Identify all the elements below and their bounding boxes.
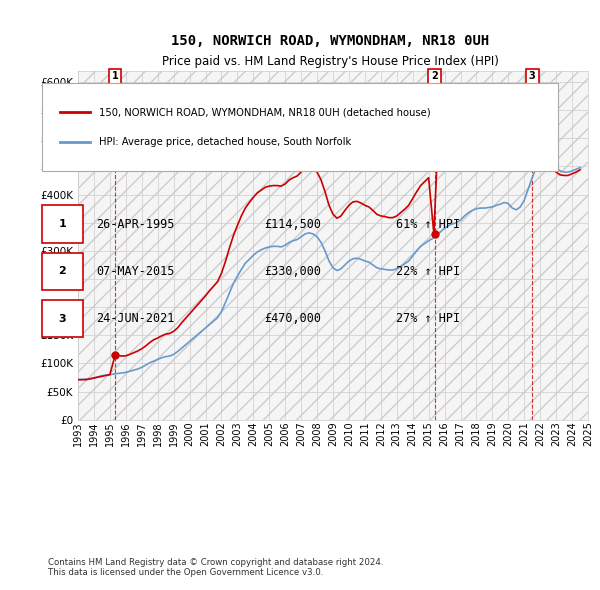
Text: 24-JUN-2021: 24-JUN-2021 [96, 312, 175, 325]
Text: Contains HM Land Registry data © Crown copyright and database right 2024.
This d: Contains HM Land Registry data © Crown c… [48, 558, 383, 577]
Text: 3: 3 [59, 314, 66, 323]
Text: £330,000: £330,000 [264, 265, 321, 278]
Text: 1: 1 [59, 219, 66, 229]
Text: 61% ↑ HPI: 61% ↑ HPI [396, 218, 460, 231]
Text: 2: 2 [59, 267, 66, 276]
Text: 22% ↑ HPI: 22% ↑ HPI [396, 265, 460, 278]
Text: 2: 2 [431, 71, 438, 81]
Text: Price paid vs. HM Land Registry's House Price Index (HPI): Price paid vs. HM Land Registry's House … [161, 55, 499, 68]
Text: 07-MAY-2015: 07-MAY-2015 [96, 265, 175, 278]
Text: 3: 3 [529, 71, 536, 81]
Text: 26-APR-1995: 26-APR-1995 [96, 218, 175, 231]
Text: HPI: Average price, detached house, South Norfolk: HPI: Average price, detached house, Sout… [99, 137, 351, 146]
Text: £114,500: £114,500 [264, 218, 321, 231]
Text: 1: 1 [112, 71, 119, 81]
Text: £470,000: £470,000 [264, 312, 321, 325]
Text: 150, NORWICH ROAD, WYMONDHAM, NR18 0UH: 150, NORWICH ROAD, WYMONDHAM, NR18 0UH [171, 34, 489, 48]
Text: 27% ↑ HPI: 27% ↑ HPI [396, 312, 460, 325]
Text: 150, NORWICH ROAD, WYMONDHAM, NR18 0UH (detached house): 150, NORWICH ROAD, WYMONDHAM, NR18 0UH (… [99, 107, 431, 117]
